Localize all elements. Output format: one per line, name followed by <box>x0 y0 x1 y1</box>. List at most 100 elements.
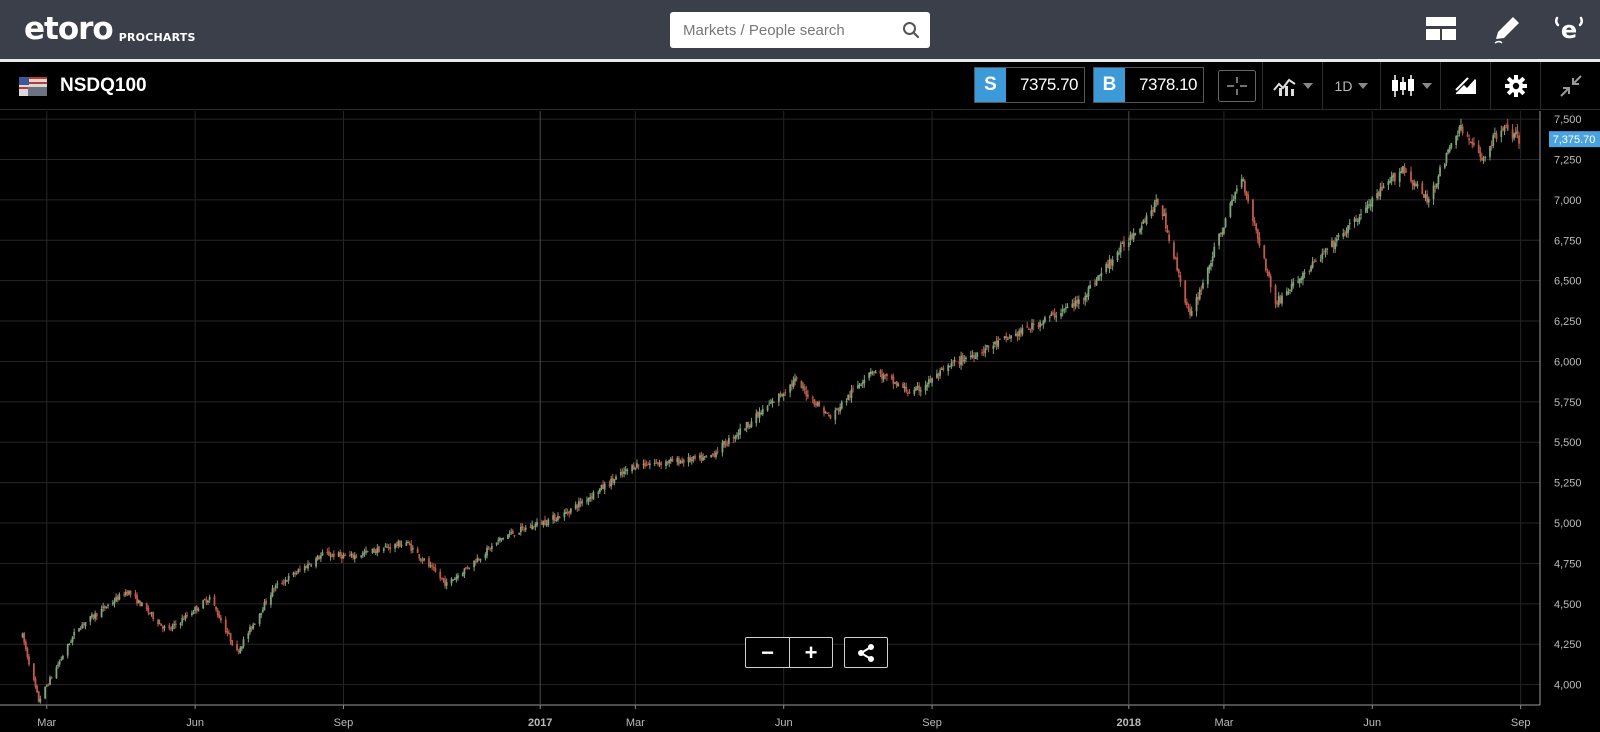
candle-body <box>1166 229 1169 233</box>
candle-body <box>474 561 477 563</box>
candle-body <box>316 555 319 560</box>
candle-body <box>1087 287 1090 297</box>
candle-body <box>1468 138 1470 141</box>
candle-body <box>395 544 398 546</box>
candle-body <box>847 394 850 400</box>
candle-body <box>779 393 782 397</box>
candle-body <box>326 552 329 554</box>
candle-body <box>1456 135 1459 137</box>
candle-body <box>1032 323 1035 326</box>
candle-body <box>168 625 171 629</box>
etoro-profile-icon[interactable]: e <box>1552 12 1586 46</box>
candle-body <box>1319 259 1322 261</box>
y-tick-label: 6,500 <box>1554 276 1582 288</box>
candle-body <box>1190 310 1193 316</box>
candle-body <box>1060 313 1062 317</box>
candle-body <box>236 644 238 651</box>
candle-body <box>226 631 229 634</box>
search-input[interactable] <box>670 12 890 48</box>
candle-body <box>536 522 538 526</box>
search-icon[interactable] <box>902 21 920 39</box>
buy-price: 7378.10 <box>1139 75 1197 94</box>
collapse-button[interactable] <box>1540 62 1600 110</box>
candle-body <box>987 345 990 348</box>
candle-body <box>660 462 663 466</box>
share-button[interactable] <box>844 637 888 668</box>
candle-body <box>174 623 177 625</box>
candle-body <box>523 529 525 531</box>
candle-body <box>1187 306 1190 309</box>
candle-body <box>1426 193 1429 203</box>
candle-body <box>698 455 701 458</box>
timeframe-dropdown[interactable]: 1D <box>1322 62 1380 110</box>
candle-body <box>1210 262 1212 267</box>
buy-button[interactable]: B 7378.10 <box>1093 67 1204 103</box>
pencil-icon[interactable] <box>1490 12 1524 46</box>
candle-body <box>394 543 396 549</box>
chevron-down-icon <box>1358 83 1369 89</box>
candle-body <box>861 382 864 384</box>
candle-body <box>1490 144 1493 146</box>
zoom-out-button[interactable]: − <box>761 639 774 665</box>
candle-body <box>827 414 830 416</box>
candle-body <box>1010 335 1012 339</box>
chevron-down-icon <box>1421 83 1432 89</box>
x-tick-label: Mar <box>626 717 645 729</box>
candle-body <box>815 404 817 406</box>
x-tick-label: Mar <box>37 717 56 729</box>
layout-icon[interactable] <box>1424 12 1458 46</box>
price-chart[interactable]: 4,000 4,250 4,500 4,750 5,000 5,250 5,500 5,750… <box>0 111 1600 732</box>
candle-body <box>416 548 419 554</box>
candle-body <box>745 421 748 429</box>
candle-body <box>231 640 234 646</box>
compare-button[interactable] <box>1262 62 1322 110</box>
candle-body <box>976 352 979 357</box>
drawing-tools-button[interactable] <box>1440 62 1490 110</box>
candle-body <box>1435 183 1438 188</box>
candle-body <box>1066 306 1069 309</box>
x-tick-label: Sep <box>1511 717 1531 729</box>
candle-body <box>724 441 727 446</box>
candle-body <box>1434 186 1437 188</box>
candle-body <box>613 479 616 484</box>
chart-type-dropdown[interactable] <box>1380 62 1440 110</box>
candle-body <box>802 386 804 388</box>
candle-body <box>141 602 143 606</box>
search-box[interactable] <box>670 12 930 48</box>
x-tick-label: Mar <box>1214 717 1233 729</box>
settings-button[interactable] <box>1490 62 1540 110</box>
timeframe-label: 1D <box>1334 78 1353 94</box>
candle-body <box>349 554 351 556</box>
candle-body <box>32 663 35 680</box>
candle-body <box>902 383 904 389</box>
candle-body <box>215 606 217 610</box>
etoro-logo[interactable]: etoro PROCHARTS <box>24 12 196 46</box>
candle-body <box>500 538 503 540</box>
candle-body <box>905 386 908 392</box>
candle-body <box>529 527 532 529</box>
candle-body <box>795 377 798 380</box>
candle-body <box>700 454 703 462</box>
candle-body <box>936 373 938 378</box>
candle-body <box>871 372 874 374</box>
zoom-in-button[interactable]: + <box>788 638 832 667</box>
candle-body <box>1200 289 1203 291</box>
sell-button[interactable]: S 7375.70 <box>974 67 1085 103</box>
candle-body <box>1258 237 1261 246</box>
candle-body <box>1235 188 1238 192</box>
candle-body <box>271 588 274 596</box>
sell-label: S <box>975 68 1006 102</box>
candle-body <box>757 411 759 417</box>
candle-body <box>555 519 558 521</box>
candle-body <box>1369 204 1372 206</box>
candle-body <box>287 575 290 581</box>
candlestick-chart[interactable]: 4,000 4,250 4,500 4,750 5,000 5,250 5,500 5,750… <box>0 111 1600 732</box>
candle-body <box>1331 240 1333 248</box>
crosshair-button[interactable] <box>1212 62 1262 110</box>
candle-body <box>208 597 211 600</box>
current-price-label: 7,375.70 <box>1553 134 1596 146</box>
candle-body <box>282 582 285 584</box>
candle-body <box>1398 172 1401 182</box>
candle-body <box>531 524 534 530</box>
candle-body <box>671 458 674 462</box>
